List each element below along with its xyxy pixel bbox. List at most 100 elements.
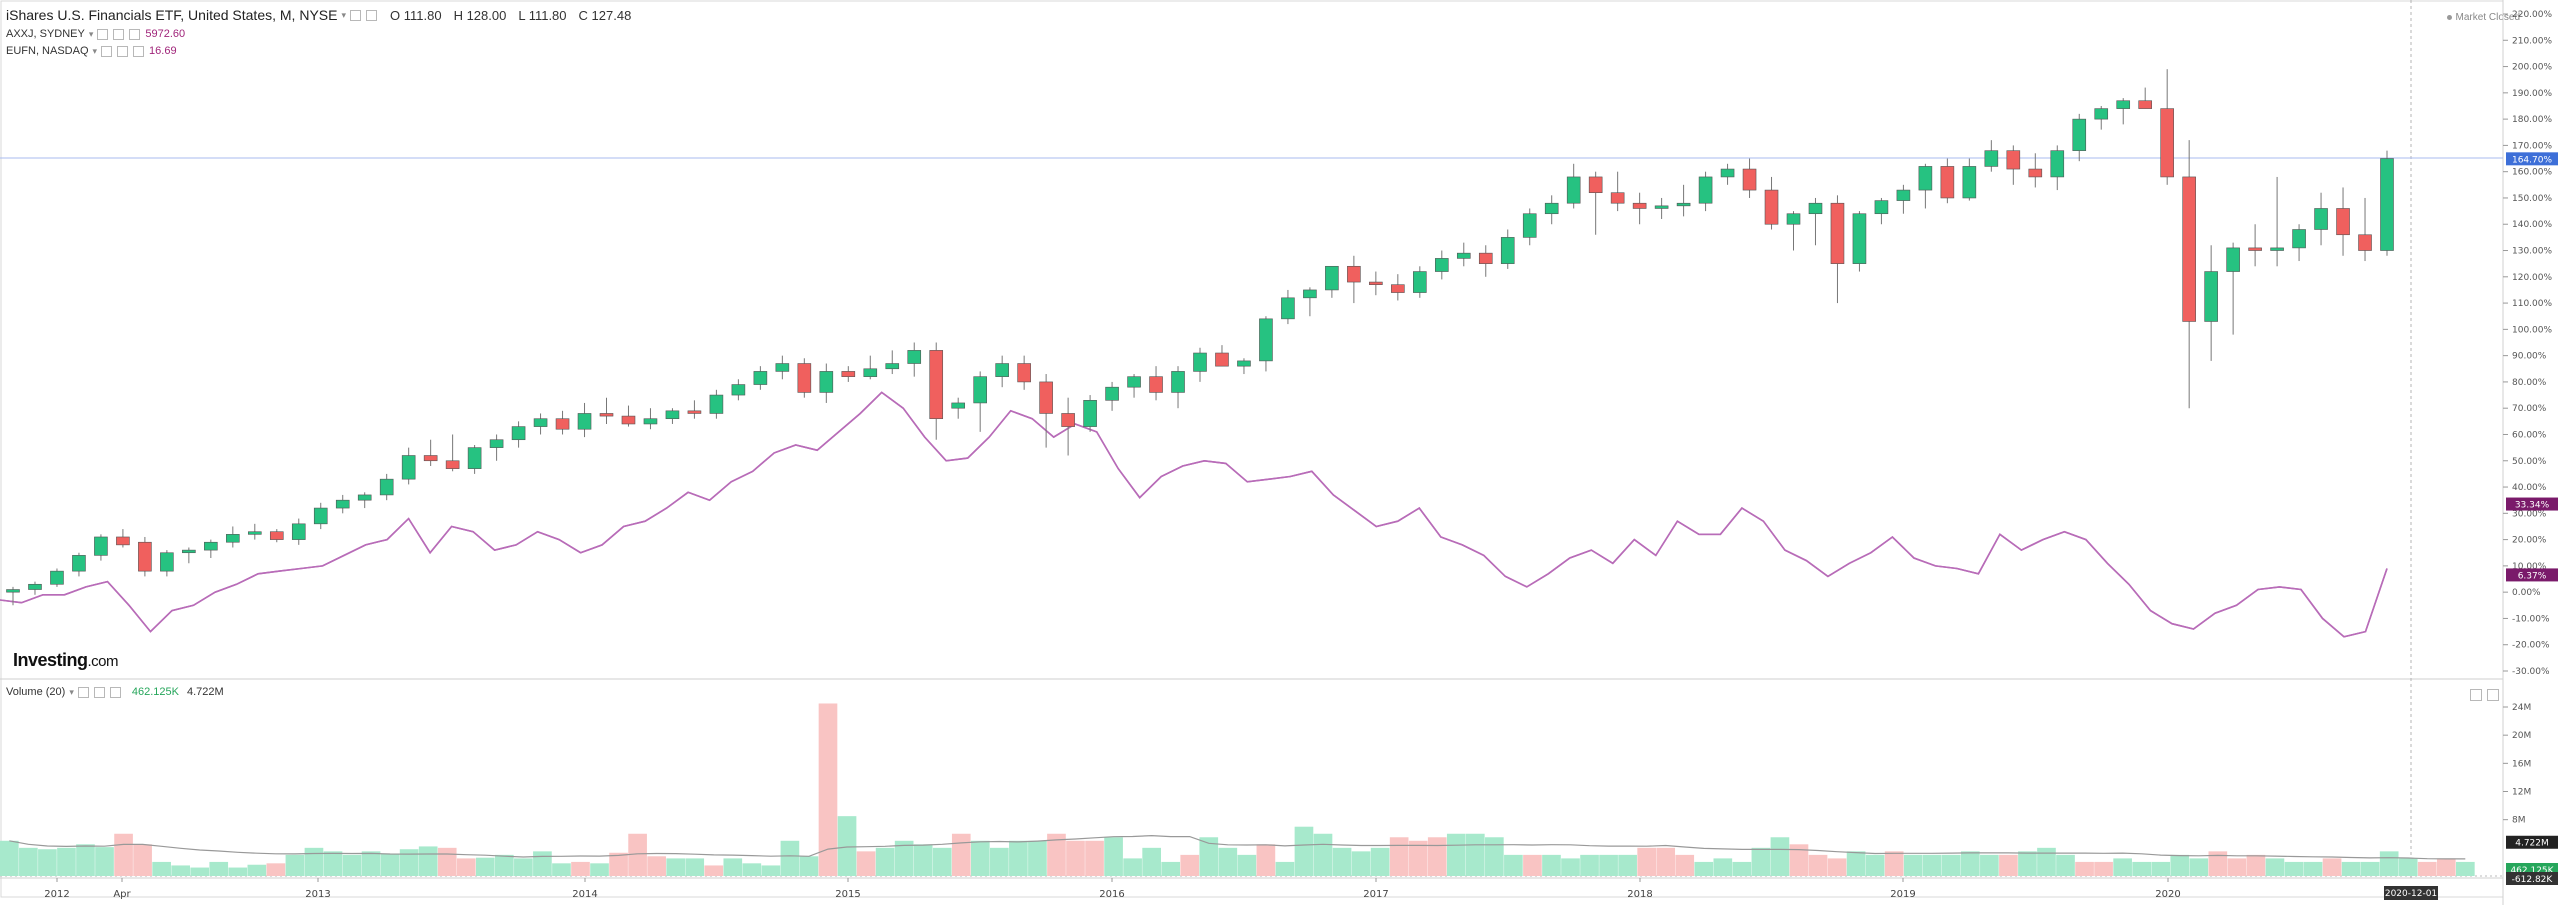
- volume-bar: [2303, 861, 2323, 876]
- volume-bar: [2322, 858, 2342, 876]
- minimize-icon[interactable]: [2470, 688, 2482, 701]
- overlay-line-axxj: [0, 391, 2388, 638]
- chevron-down-icon[interactable]: ▾: [341, 9, 346, 20]
- candles: [6, 69, 2394, 606]
- hide-icon[interactable]: [113, 28, 125, 40]
- candle-body: [2270, 247, 2284, 251]
- settings-icon[interactable]: [101, 45, 113, 57]
- volume-axis[interactable]: 24M 20M 16M 12M 8M: [2503, 703, 2531, 826]
- volume-bar: [1256, 844, 1276, 876]
- candle-body: [467, 447, 482, 469]
- candle-body: [599, 413, 614, 417]
- time-tick-label: 2017: [1363, 889, 1388, 900]
- price-tick-label: 90.00%: [2512, 352, 2547, 362]
- price-axis[interactable]: 220.00% 210.00% 200.00% 190.00% 180.00% 170.0…: [2503, 10, 2552, 677]
- cursor-date-box: [2384, 886, 2438, 900]
- volume-tick-label: 16M: [2512, 759, 2531, 769]
- axis-badges: 164.70% 33.34% 6.37% 4.722M 462.125K-612.82K: [2506, 152, 2558, 885]
- volume-bar: [1123, 858, 1142, 876]
- settings-icon[interactable]: [350, 9, 361, 21]
- candle-body: [1632, 202, 1647, 209]
- volume-bar: [1713, 858, 1733, 876]
- volume-bar: [1465, 833, 1485, 876]
- price-tick-label: 110.00%: [2512, 299, 2552, 309]
- candle-body: [1413, 271, 1427, 293]
- volume-bar: [1675, 854, 1695, 876]
- candle-body: [445, 460, 460, 469]
- time-tick-label: 2019: [1890, 889, 1915, 900]
- volume-bar: [875, 847, 895, 876]
- price-tick-label: 20.00%: [2512, 536, 2547, 546]
- candle-body: [160, 552, 174, 572]
- axis-badge: [2506, 872, 2558, 885]
- volume-bar: [1294, 826, 1314, 876]
- volume-bar: [818, 703, 838, 876]
- settings-icon[interactable]: [77, 686, 89, 698]
- price-tick-label: 10.00%: [2512, 562, 2547, 572]
- axis-badge-text: 4.722M: [2515, 839, 2549, 849]
- volume-bar: [418, 846, 438, 876]
- price-tick-label: 200.00%: [2512, 63, 2552, 73]
- volume-bar: [323, 851, 343, 876]
- volume-bar: [742, 863, 762, 876]
- volume-bar: [1732, 861, 1752, 876]
- candle-body: [138, 541, 152, 572]
- volume-bar: [171, 865, 191, 876]
- candle-body: [204, 541, 218, 551]
- candle-body: [1654, 205, 1669, 209]
- time-tick-label: Apr: [113, 889, 131, 900]
- candle-body: [1566, 176, 1581, 204]
- volume-bar: [1980, 854, 1999, 876]
- overlay-legend-eufn: EUFN, NASDAQ ▾ 16.69: [6, 45, 177, 57]
- settings-icon[interactable]: [97, 28, 109, 40]
- volume-bar: [1922, 854, 1942, 876]
- candle-body: [1456, 252, 1471, 259]
- volume-bar: [780, 840, 800, 876]
- hide-icon[interactable]: [117, 45, 129, 57]
- volume-bar: [1504, 854, 1523, 876]
- chevron-down-icon[interactable]: ▾: [88, 28, 94, 39]
- price-tick-label: 100.00%: [2512, 325, 2552, 335]
- price-tick-label: 30.00%: [2512, 509, 2547, 519]
- candle-body: [379, 478, 394, 496]
- volume-bar: [38, 849, 57, 876]
- volume-bar: [1865, 854, 1885, 876]
- volume-tick-label: 8M: [2512, 816, 2526, 826]
- logo-suffix: .com: [87, 653, 119, 670]
- candle-body: [357, 494, 372, 501]
- hide-icon[interactable]: [366, 9, 377, 21]
- price-tick-label: 190.00%: [2512, 89, 2552, 99]
- candle-body: [116, 536, 130, 546]
- volume-bar: [1846, 851, 1866, 876]
- volume-bar: [2208, 851, 2228, 876]
- close-icon[interactable]: [129, 28, 141, 40]
- close-icon[interactable]: [109, 686, 121, 698]
- volume-bar: [856, 851, 876, 876]
- volume-bar: [57, 847, 76, 876]
- time-tick-label: 2016: [1099, 889, 1124, 900]
- volume-bar: [1903, 854, 1923, 876]
- volume-bar: [837, 816, 857, 876]
- axis-badge-text: 164.70%: [2512, 155, 2552, 165]
- candle-body: [1105, 386, 1119, 401]
- chevron-down-icon[interactable]: ▾: [92, 45, 98, 56]
- volume-bar: [951, 833, 971, 876]
- candle-body: [2248, 247, 2262, 251]
- close-icon[interactable]: [2487, 688, 2500, 701]
- chevron-down-icon[interactable]: ▾: [69, 686, 74, 697]
- close-icon[interactable]: [133, 45, 145, 57]
- volume-bar: [894, 840, 914, 876]
- hide-icon[interactable]: [93, 686, 105, 698]
- time-axis[interactable]: 2012 Apr 2013 2014 2015 2016 2017 2018 2019 2020: [44, 878, 2181, 900]
- candle-body: [841, 371, 856, 377]
- volume-bar: [1427, 837, 1447, 876]
- candle-body: [2160, 108, 2174, 178]
- volume-bar: [1542, 854, 1561, 876]
- volume-bar: [361, 851, 381, 876]
- price-tick-label: 210.00%: [2512, 36, 2552, 46]
- candle-body: [819, 371, 834, 393]
- candle-body: [1281, 297, 1295, 320]
- candle-body: [1962, 166, 1977, 199]
- candle-body: [533, 418, 548, 427]
